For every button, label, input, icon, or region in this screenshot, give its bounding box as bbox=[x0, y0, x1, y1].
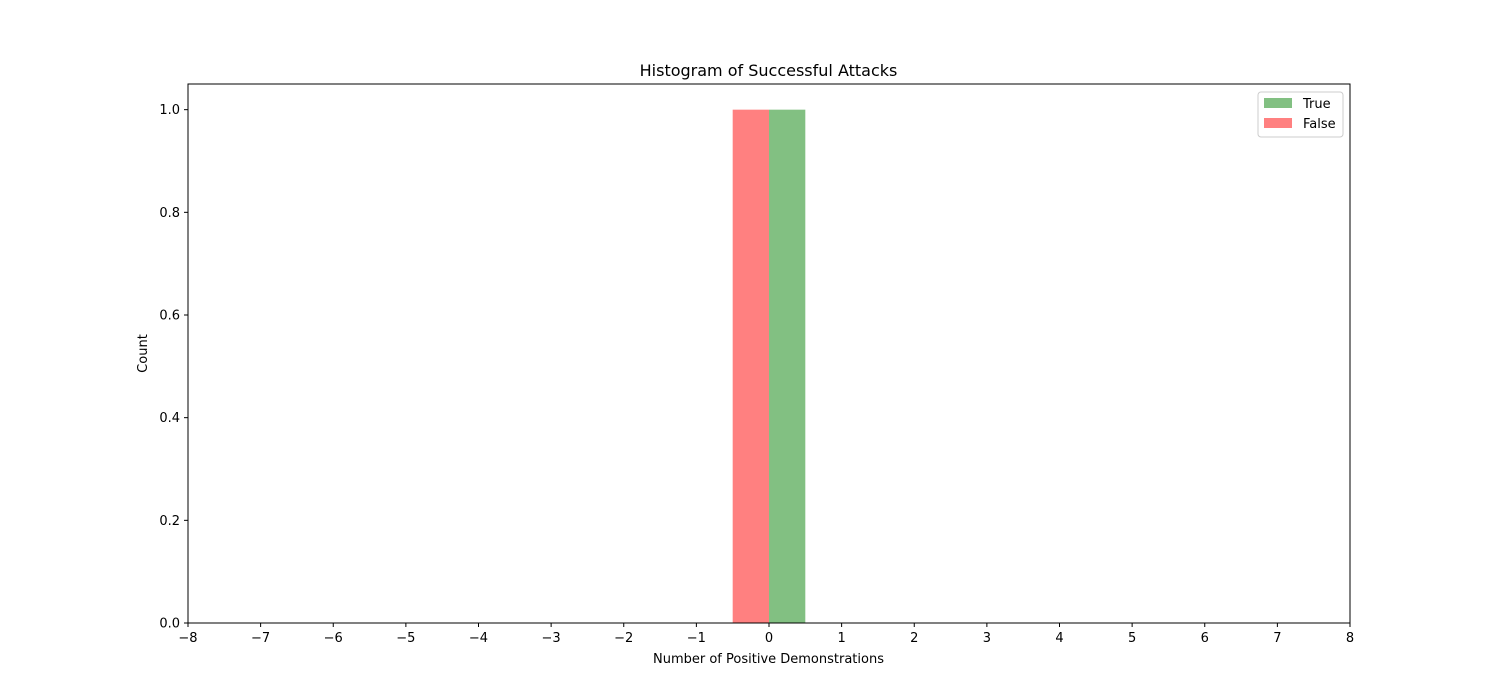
x-tick-label: 6 bbox=[1201, 631, 1209, 646]
bar-false-0 bbox=[732, 109, 769, 623]
x-tick-label: −8 bbox=[178, 631, 197, 646]
x-tick-label: −6 bbox=[324, 631, 343, 646]
x-tick-label: 5 bbox=[1128, 631, 1136, 646]
x-axis-label: Number of Positive Demonstrations bbox=[653, 652, 884, 667]
legend-swatch-true bbox=[1264, 98, 1292, 108]
y-tick-label: 0.0 bbox=[159, 617, 180, 632]
x-tick-label: −1 bbox=[687, 631, 706, 646]
x-tick-label: −7 bbox=[251, 631, 270, 646]
legend-label-true: True bbox=[1302, 97, 1331, 112]
legend-swatch-false bbox=[1264, 118, 1292, 128]
x-tick-label: 7 bbox=[1273, 631, 1281, 646]
y-axis-ticks: 0.0 0.2 0.4 0.6 0.8 1.0 bbox=[159, 103, 188, 632]
legend-label-false: False bbox=[1303, 117, 1336, 132]
y-tick-label: 0.2 bbox=[159, 514, 180, 529]
y-axis-label: Count bbox=[136, 334, 151, 373]
chart-title: Histogram of Successful Attacks bbox=[640, 61, 898, 80]
x-tick-label: 2 bbox=[910, 631, 918, 646]
x-tick-label: −4 bbox=[469, 631, 488, 646]
x-axis-ticks: −8 −7 −6 −5 −4 −3 −2 −1 0 1 2 3 4 5 6 7 8 bbox=[178, 623, 1354, 646]
x-tick-label: −5 bbox=[396, 631, 415, 646]
x-tick-label: −3 bbox=[542, 631, 561, 646]
bar-true-0 bbox=[769, 109, 806, 623]
bars-layer bbox=[732, 109, 806, 623]
y-tick-label: 1.0 bbox=[159, 103, 180, 118]
y-tick-label: 0.6 bbox=[159, 309, 180, 324]
x-tick-label: −2 bbox=[614, 631, 633, 646]
x-tick-label: 3 bbox=[983, 631, 991, 646]
x-tick-label: 1 bbox=[837, 631, 845, 646]
x-tick-label: 8 bbox=[1346, 631, 1354, 646]
y-tick-label: 0.8 bbox=[159, 206, 180, 221]
y-tick-label: 0.4 bbox=[159, 411, 180, 426]
x-tick-label: 4 bbox=[1055, 631, 1063, 646]
x-tick-label: 0 bbox=[765, 631, 773, 646]
legend: True False bbox=[1257, 91, 1344, 138]
